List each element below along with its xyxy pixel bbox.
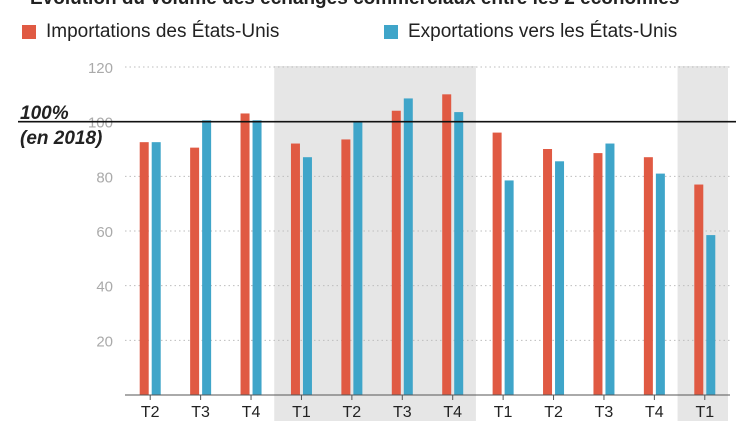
bar-imports-1 xyxy=(190,147,200,395)
bar-exports-5 xyxy=(403,98,413,395)
bar-exports-2 xyxy=(252,120,262,396)
bar-exports-10 xyxy=(655,173,665,395)
legend-swatch-exports xyxy=(384,25,398,39)
x-tick-label-0: T2 xyxy=(141,404,160,421)
bar-imports-10 xyxy=(643,157,653,395)
bar-exports-1 xyxy=(202,120,212,396)
bar-exports-0 xyxy=(151,142,161,395)
y-tick-label-120: 120 xyxy=(88,60,113,77)
bar-imports-6 xyxy=(442,94,452,395)
x-tick-label-10: T4 xyxy=(645,404,664,421)
bar-exports-4 xyxy=(353,121,363,396)
bar-imports-2 xyxy=(240,113,250,395)
bar-imports-5 xyxy=(391,110,401,395)
x-tick-label-6: T4 xyxy=(443,404,462,421)
legend-item-exports: Exportations vers les États-Unis xyxy=(384,20,677,44)
bar-imports-9 xyxy=(593,153,603,395)
bar-imports-3 xyxy=(290,143,300,395)
y-tick-label-100: 100 xyxy=(88,115,113,132)
chart-title: Évolution du volume des échanges commerc… xyxy=(30,0,679,10)
x-tick-label-8: T2 xyxy=(544,404,563,421)
y-tick-label-20: 20 xyxy=(96,333,113,350)
y-tick-label-60: 60 xyxy=(96,224,113,241)
bar-exports-8 xyxy=(555,161,565,395)
x-tick-label-7: T1 xyxy=(494,404,513,421)
chart-title-clip: Évolution du volume des échanges commerc… xyxy=(0,0,749,10)
x-tick-label-1: T3 xyxy=(191,404,210,421)
y-tick-label-40: 40 xyxy=(96,279,113,296)
legend-label-imports: Importations des États-Unis xyxy=(46,21,280,42)
bar-exports-7 xyxy=(504,180,514,395)
x-tick-label-2: T4 xyxy=(242,404,261,421)
bar-imports-8 xyxy=(543,149,553,395)
bar-imports-7 xyxy=(492,132,502,395)
legend-label-exports: Exportations vers les États-Unis xyxy=(408,21,678,42)
reference-label-year: (en 2018) xyxy=(20,128,103,149)
x-tick-label-11: T1 xyxy=(695,404,714,421)
x-tick-label-4: T2 xyxy=(343,404,362,421)
bar-exports-9 xyxy=(605,143,615,395)
x-tick-label-3: T1 xyxy=(292,404,311,421)
y-tick-label-80: 80 xyxy=(96,169,113,186)
bar-exports-11 xyxy=(706,235,716,395)
x-tick-label-5: T3 xyxy=(393,404,412,421)
bar-imports-11 xyxy=(694,184,704,395)
bar-imports-4 xyxy=(341,139,351,395)
reference-label-percent: 100% xyxy=(20,103,69,124)
bar-imports-0 xyxy=(139,142,149,395)
x-tick-label-9: T3 xyxy=(595,404,614,421)
legend-swatch-imports xyxy=(22,25,36,39)
legend-item-imports: Importations des États-Unis xyxy=(22,20,279,44)
bar-exports-3 xyxy=(302,157,312,395)
bar-exports-6 xyxy=(454,112,464,395)
